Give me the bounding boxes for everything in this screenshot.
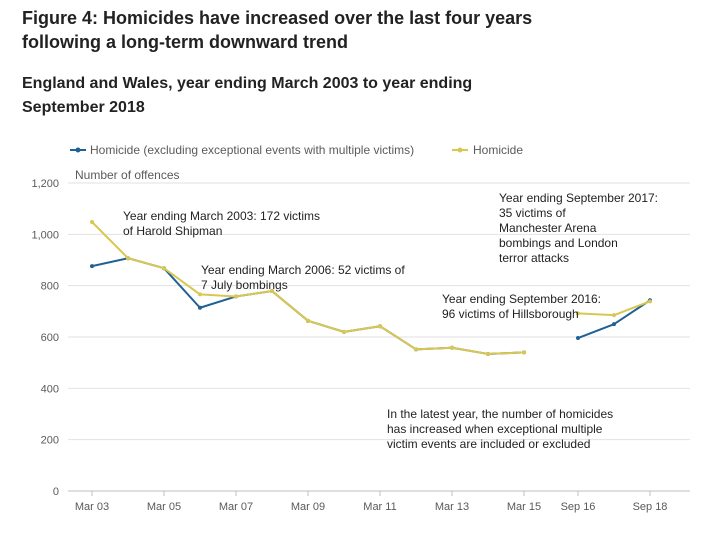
y-tick-label: 0: [53, 486, 59, 498]
chart-subtitle-line-2: September 2018: [22, 99, 145, 116]
annotation-july-bombings-line-1: Year ending March 2006: 52 victims of: [201, 263, 405, 277]
annotation-shipman: Year ending March 2003: 172 victims of H…: [123, 209, 323, 238]
annotation-latest-year-line-2: has increased when exceptional multiple: [387, 422, 603, 436]
y-tick-label: 1,000: [31, 229, 59, 241]
x-tick-label: Mar 03: [75, 501, 109, 513]
data-point-homicide[interactable]: [450, 345, 454, 350]
data-point-homicide-excluding[interactable]: [198, 305, 202, 310]
annotation-shipman-line-2: of Harold Shipman: [123, 224, 222, 238]
data-point-homicide[interactable]: [270, 289, 274, 294]
annotations: Year ending March 2003: 172 victims of H…: [123, 191, 661, 451]
x-tick-label: Mar 11: [363, 501, 396, 513]
x-tick-label: Mar 05: [147, 501, 181, 513]
legend-marker-homicide-excluding: [75, 147, 81, 153]
x-tick-label: Mar 15: [507, 501, 541, 513]
x-axis-ticks: Mar 03 Mar 05 Mar 07 Mar 09 Mar 11 Mar 13 Mar …: [75, 491, 668, 513]
data-point-homicide[interactable]: [126, 256, 130, 261]
series-line-homicide-segment-1: [91, 221, 525, 355]
legend-label-homicide-excluding: Homicide (excluding exceptional events w…: [90, 143, 414, 157]
y-tick-label: 200: [41, 435, 59, 447]
annotation-hillsborough-line-1: Year ending September 2016:: [442, 292, 601, 306]
annotation-manchester-line-2: 35 victims of: [499, 206, 566, 220]
data-point-homicide-excluding[interactable]: [576, 336, 580, 341]
y-tick-label: 800: [41, 281, 59, 293]
annotation-manchester-line-3: Manchester Arena: [499, 221, 597, 235]
x-tick-label: Mar 13: [435, 501, 469, 513]
y-axis-label: Number of offences: [75, 168, 180, 182]
x-tick-label: Mar 07: [219, 501, 253, 513]
data-point-homicide[interactable]: [378, 324, 382, 329]
data-point-homicide[interactable]: [342, 329, 346, 334]
data-point-homicide[interactable]: [90, 220, 94, 225]
legend-item-homicide[interactable]: Homicide: [452, 143, 523, 157]
y-axis-ticks: 0 200 400 600 800 1,000 1,200: [31, 178, 59, 498]
data-point-homicide[interactable]: [234, 294, 238, 299]
x-tick-label: Sep 18: [633, 501, 668, 513]
chart-title-line-2: following a long-term downward trend: [22, 32, 348, 52]
annotation-latest-year-line-1: In the latest year, the number of homici…: [387, 407, 613, 421]
data-point-homicide[interactable]: [306, 318, 310, 323]
chart-subtitle: England and Wales, year ending March 200…: [22, 72, 712, 120]
annotation-manchester-line-1: Year ending September 2017:: [499, 191, 658, 205]
annotation-shipman-line-1: Year ending March 2003: 172 victims: [123, 209, 320, 223]
x-tick-label: Mar 09: [291, 501, 325, 513]
data-point-homicide[interactable]: [486, 351, 490, 356]
chart-title-line-1: Figure 4: Homicides have increased over …: [22, 8, 533, 28]
y-tick-label: 400: [41, 383, 59, 395]
y-tick-label: 600: [41, 332, 59, 344]
chart-title: Figure 4: Homicides have increased over …: [22, 6, 712, 54]
y-tick-label: 1,200: [31, 178, 59, 190]
series-lines: [90, 220, 652, 356]
gridlines: [68, 182, 690, 492]
annotation-manchester: Year ending September 2017: 35 victims o…: [499, 191, 661, 265]
annotation-latest-year: In the latest year, the number of homici…: [387, 407, 616, 451]
data-point-homicide[interactable]: [162, 266, 166, 271]
data-point-homicide[interactable]: [198, 292, 202, 297]
data-point-homicide[interactable]: [576, 311, 580, 316]
data-point-homicide-excluding[interactable]: [90, 264, 94, 269]
data-point-homicide-excluding[interactable]: [612, 322, 616, 327]
data-point-homicide[interactable]: [522, 350, 526, 355]
data-point-homicide[interactable]: [648, 299, 652, 304]
annotation-latest-year-line-3: victim events are included or excluded: [387, 437, 590, 451]
legend-marker-homicide: [457, 147, 463, 153]
legend-item-homicide-excluding[interactable]: Homicide (excluding exceptional events w…: [70, 143, 414, 157]
annotation-hillsborough-line-2: 96 victims of Hillsborough: [442, 307, 579, 321]
annotation-manchester-line-5: terror attacks: [499, 251, 569, 265]
annotation-hillsborough: Year ending September 2016: 96 victims o…: [442, 292, 604, 321]
legend-label-homicide: Homicide: [473, 143, 523, 157]
annotation-manchester-line-4: bombings and London: [499, 236, 618, 250]
data-point-homicide[interactable]: [414, 347, 418, 352]
data-point-homicide[interactable]: [612, 313, 616, 318]
annotation-july-bombings-line-2: 7 July bombings: [201, 278, 288, 292]
legend: Homicide (excluding exceptional events w…: [70, 143, 523, 157]
x-tick-label: Sep 16: [561, 501, 596, 513]
annotation-july-bombings: Year ending March 2006: 52 victims of 7 …: [201, 263, 408, 292]
chart-subtitle-line-1: England and Wales, year ending March 200…: [22, 75, 473, 92]
